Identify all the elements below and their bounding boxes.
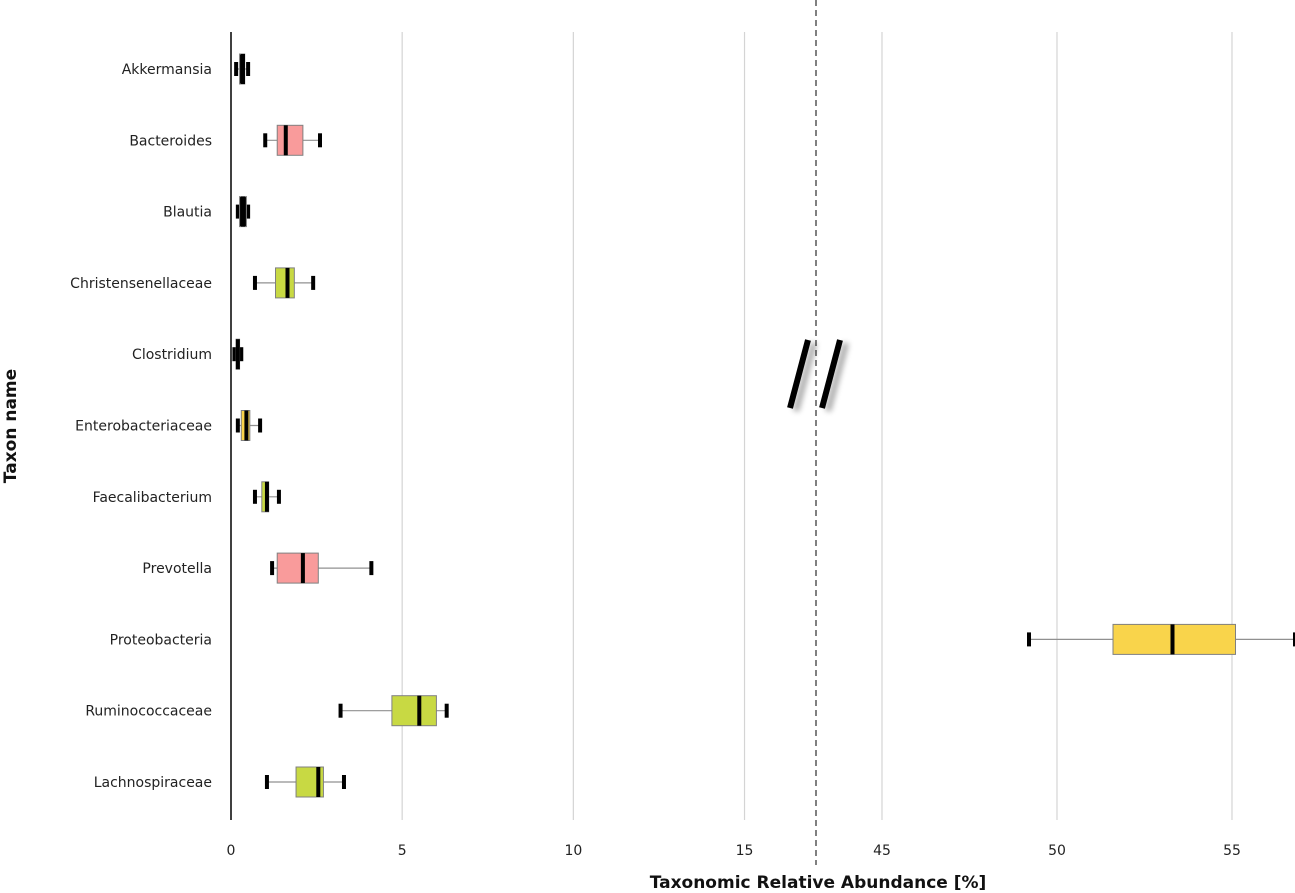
box-ruminococcaceae bbox=[338, 695, 449, 727]
box-christensenellaceae bbox=[252, 267, 316, 299]
y-category-labels: Akkermansia Bacteroides Blautia Christensen… bbox=[70, 62, 212, 791]
x-tick-label: 45 bbox=[873, 843, 891, 859]
iqr-box bbox=[276, 124, 304, 156]
category-label: Clostridium bbox=[132, 347, 212, 363]
x-tick-label: 55 bbox=[1223, 843, 1241, 859]
axes bbox=[230, 0, 843, 865]
box-bacteroides bbox=[263, 124, 323, 156]
x-tick-label: 5 bbox=[398, 843, 407, 859]
category-label: Christensenellaceae bbox=[70, 276, 212, 292]
category-label: Proteobacteria bbox=[110, 632, 212, 648]
box-prevotella bbox=[270, 552, 374, 584]
iqr-box bbox=[275, 267, 295, 299]
x-tick-label: 0 bbox=[227, 843, 236, 859]
x-tick-label: 10 bbox=[564, 843, 582, 859]
category-label: Lachnospiraceae bbox=[94, 775, 212, 791]
grid-lines bbox=[401, 32, 1233, 820]
x-tick-label: 15 bbox=[736, 843, 754, 859]
x-tick-label: 50 bbox=[1048, 843, 1066, 859]
box-faecalibacterium bbox=[252, 481, 281, 513]
iqr-box bbox=[391, 695, 437, 727]
box-enterobacteriaceae bbox=[235, 410, 263, 441]
box-clostridium bbox=[232, 338, 244, 370]
box-blautia bbox=[235, 196, 251, 228]
box-proteobacteria bbox=[1027, 623, 1295, 655]
category-label: Bacteroides bbox=[129, 133, 212, 149]
category-label: Enterobacteriaceae bbox=[75, 419, 212, 435]
category-label: Akkermansia bbox=[122, 62, 212, 78]
boxes bbox=[232, 53, 1295, 798]
y-axis-title: Taxon name bbox=[1, 369, 21, 483]
x-axis-title: Taxonomic Relative Abundance [%] bbox=[650, 873, 987, 893]
category-label: Prevotella bbox=[142, 561, 212, 577]
category-label: Ruminococcaceae bbox=[85, 704, 212, 720]
box-akkermansia bbox=[234, 53, 251, 85]
category-label: Blautia bbox=[163, 205, 212, 221]
x-tick-labels: 0 5 10 15 45 50 55 bbox=[227, 843, 1241, 859]
axis-break-marker bbox=[787, 339, 843, 409]
box-lachnospiraceae bbox=[264, 766, 346, 798]
category-label: Faecalibacterium bbox=[93, 490, 212, 506]
iqr-box bbox=[276, 552, 319, 584]
